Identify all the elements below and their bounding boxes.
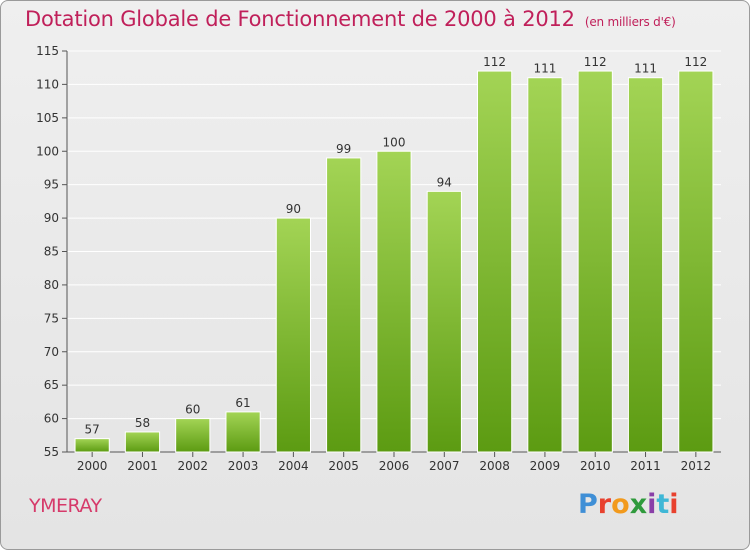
y-tick-label: 110 [36, 77, 59, 91]
y-tick-label: 80 [44, 278, 59, 292]
y-tick-label: 90 [44, 211, 59, 225]
y-tick-label: 100 [36, 144, 59, 158]
x-tick-label-2002: 2002 [177, 459, 208, 473]
data-label-2000: 57 [85, 423, 100, 437]
data-label-2001: 58 [135, 416, 150, 430]
y-tick-label: 55 [44, 445, 59, 459]
x-tick-label-2000: 2000 [77, 459, 108, 473]
y-tick-label: 75 [44, 311, 59, 325]
x-tick-label-2010: 2010 [580, 459, 611, 473]
bar-2002 [175, 418, 211, 453]
bar-2005 [326, 157, 362, 453]
chart-title: Dotation Globale de Fonctionnement de 20… [25, 7, 676, 31]
logo-letter: t [656, 489, 670, 520]
x-tick-label-2001: 2001 [127, 459, 158, 473]
data-label-2005: 99 [336, 142, 351, 156]
bar-2010 [577, 70, 613, 453]
bar-2012 [678, 70, 714, 453]
data-label-2002: 60 [185, 403, 200, 417]
y-tick-label: 65 [44, 378, 59, 392]
bar-2009 [527, 77, 563, 453]
x-tick-label-2012: 2012 [681, 459, 712, 473]
y-tick-label: 115 [36, 44, 59, 58]
logo-letter: i [647, 489, 657, 520]
x-tick-label-2006: 2006 [379, 459, 410, 473]
data-label-2004: 90 [286, 202, 301, 216]
data-label-2010: 112 [584, 55, 607, 69]
bar-2003 [225, 411, 261, 453]
bar-2004 [275, 217, 311, 453]
data-label-2011: 111 [634, 62, 657, 76]
x-tick-label-2005: 2005 [328, 459, 359, 473]
data-label-2003: 61 [235, 396, 250, 410]
data-label-2007: 94 [437, 175, 452, 189]
data-label-2006: 100 [383, 135, 406, 149]
x-tick-label-2007: 2007 [429, 459, 460, 473]
title-text: Dotation Globale de Fonctionnement de 20… [25, 7, 575, 31]
bar-2007 [426, 190, 462, 453]
x-tick-label-2004: 2004 [278, 459, 309, 473]
commune-name: YMERAY [29, 495, 102, 517]
x-axis: 2000 2001 2002 2003 2004 2005 2006 2007 2008 2009… [77, 452, 711, 473]
data-label-2008: 112 [483, 55, 506, 69]
x-tick-label-2003: 2003 [228, 459, 259, 473]
bar-2011 [627, 77, 664, 453]
y-tick-label: 70 [44, 345, 59, 359]
logo-letter: o [611, 489, 630, 520]
proxiti-logo[interactable]: Proxiti [578, 489, 679, 520]
logo-letter: r [597, 489, 612, 520]
x-tick-label-2008: 2008 [479, 459, 510, 473]
x-tick-label-2009: 2009 [530, 459, 561, 473]
logo-letter: x [629, 489, 648, 520]
x-tick-label-2011: 2011 [630, 459, 661, 473]
data-label-2009: 111 [533, 62, 556, 76]
logo-letter: P [578, 489, 598, 520]
bar-2008 [477, 70, 513, 453]
bar-2006 [376, 150, 412, 453]
bar-2000 [74, 438, 110, 453]
y-tick-label: 105 [36, 111, 59, 125]
data-label-2012: 112 [684, 55, 707, 69]
bars: 57 58 60 61 90 99 100 94 112 111 112 111 112 [74, 55, 714, 453]
title-unit: (en milliers d'€) [584, 15, 676, 29]
bar-2001 [124, 431, 161, 453]
y-tick-label: 85 [44, 245, 59, 259]
y-tick-label: 60 [44, 412, 59, 426]
logo-letter: i [669, 489, 679, 520]
y-tick-label: 95 [44, 178, 59, 192]
